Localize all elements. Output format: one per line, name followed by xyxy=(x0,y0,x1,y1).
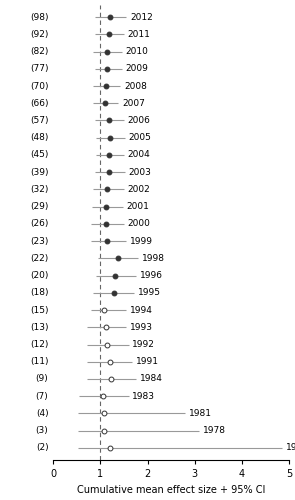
Text: 2003: 2003 xyxy=(129,168,152,176)
Text: (3): (3) xyxy=(36,426,48,435)
Text: 2009: 2009 xyxy=(125,64,148,74)
Text: (98): (98) xyxy=(30,12,48,22)
Text: (70): (70) xyxy=(30,82,48,90)
Text: (29): (29) xyxy=(30,202,48,211)
Text: 1998: 1998 xyxy=(142,254,165,263)
X-axis label: Cumulative mean effect size + 95% CI: Cumulative mean effect size + 95% CI xyxy=(77,484,265,494)
Text: (48): (48) xyxy=(30,133,48,142)
Text: (45): (45) xyxy=(30,150,48,160)
Text: (12): (12) xyxy=(30,340,48,349)
Text: 1994: 1994 xyxy=(130,306,153,314)
Text: (92): (92) xyxy=(30,30,48,39)
Text: 1995: 1995 xyxy=(138,288,161,298)
Text: 1999: 1999 xyxy=(130,236,153,246)
Text: (7): (7) xyxy=(36,392,48,400)
Text: 1992: 1992 xyxy=(132,340,155,349)
Text: (39): (39) xyxy=(30,168,48,176)
Text: 1996: 1996 xyxy=(140,271,163,280)
Text: 1976: 1976 xyxy=(286,444,295,452)
Text: (82): (82) xyxy=(30,47,48,56)
Text: (32): (32) xyxy=(30,185,48,194)
Text: 1978: 1978 xyxy=(203,426,226,435)
Text: 1991: 1991 xyxy=(136,358,159,366)
Text: 2000: 2000 xyxy=(128,220,150,228)
Text: 1981: 1981 xyxy=(189,409,212,418)
Text: 2007: 2007 xyxy=(122,98,145,108)
Text: (57): (57) xyxy=(30,116,48,125)
Text: (22): (22) xyxy=(30,254,48,263)
Text: (23): (23) xyxy=(30,236,48,246)
Text: (77): (77) xyxy=(30,64,48,74)
Text: (20): (20) xyxy=(30,271,48,280)
Text: (9): (9) xyxy=(36,374,48,384)
Text: 2004: 2004 xyxy=(128,150,150,160)
Text: (26): (26) xyxy=(30,220,48,228)
Text: (13): (13) xyxy=(30,323,48,332)
Text: (11): (11) xyxy=(30,358,48,366)
Text: 2002: 2002 xyxy=(128,185,150,194)
Text: (66): (66) xyxy=(30,98,48,108)
Text: (2): (2) xyxy=(36,444,48,452)
Text: 1984: 1984 xyxy=(140,374,162,384)
Text: (18): (18) xyxy=(30,288,48,298)
Text: 2011: 2011 xyxy=(128,30,150,39)
Text: 1983: 1983 xyxy=(132,392,155,400)
Text: (4): (4) xyxy=(36,409,48,418)
Text: 2001: 2001 xyxy=(127,202,150,211)
Text: 2005: 2005 xyxy=(129,133,152,142)
Text: 2008: 2008 xyxy=(124,82,147,90)
Text: (15): (15) xyxy=(30,306,48,314)
Text: 2012: 2012 xyxy=(130,12,153,22)
Text: 2006: 2006 xyxy=(128,116,150,125)
Text: 1993: 1993 xyxy=(130,323,153,332)
Text: 2010: 2010 xyxy=(125,47,148,56)
